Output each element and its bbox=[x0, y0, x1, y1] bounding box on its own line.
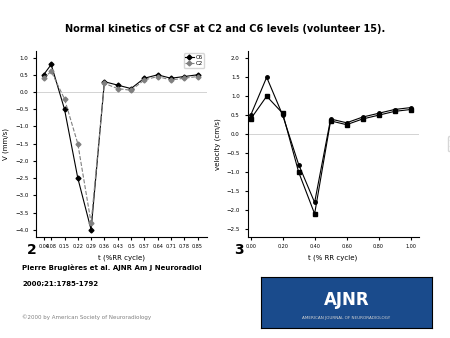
Text: AJNR: AJNR bbox=[324, 291, 369, 309]
C6 bbox=[115, 83, 121, 87]
C2 bbox=[168, 78, 174, 82]
C6 bbox=[62, 107, 67, 111]
C2 bbox=[115, 87, 121, 91]
Cyst bbox=[248, 117, 253, 121]
Cyst bbox=[312, 212, 317, 216]
C6 bbox=[75, 176, 81, 180]
C6 bbox=[49, 63, 54, 67]
Line: Cyst: Cyst bbox=[249, 95, 412, 216]
Cyst bbox=[328, 119, 333, 123]
C6 bbox=[155, 73, 160, 77]
C2 bbox=[181, 76, 187, 80]
C6 bbox=[41, 73, 46, 77]
C2 bbox=[75, 142, 81, 146]
PCSS bbox=[280, 113, 285, 117]
C2 bbox=[88, 221, 94, 225]
Y-axis label: velocity (cm/s): velocity (cm/s) bbox=[215, 118, 221, 170]
Cyst bbox=[392, 110, 397, 114]
C6 bbox=[128, 87, 134, 91]
C2 bbox=[128, 88, 134, 92]
C6 bbox=[142, 76, 147, 80]
Line: PCSS: PCSS bbox=[249, 75, 412, 204]
Line: C6: C6 bbox=[42, 63, 199, 232]
Text: 2000;21:1785-1792: 2000;21:1785-1792 bbox=[22, 281, 99, 287]
C6 bbox=[181, 74, 187, 78]
PCSS bbox=[360, 115, 365, 119]
Legend: C6, C2: C6, C2 bbox=[184, 53, 204, 68]
C2 bbox=[49, 69, 54, 73]
PCSS bbox=[408, 105, 413, 110]
C2 bbox=[195, 74, 200, 78]
C2 bbox=[102, 81, 107, 86]
PCSS bbox=[248, 113, 253, 117]
C2 bbox=[41, 76, 46, 80]
Text: 2: 2 bbox=[27, 243, 37, 257]
PCSS bbox=[392, 107, 397, 112]
Line: C2: C2 bbox=[42, 70, 199, 224]
Cyst bbox=[280, 111, 285, 115]
Cyst bbox=[376, 113, 381, 117]
C6 bbox=[88, 228, 94, 232]
Cyst bbox=[360, 117, 365, 121]
Cyst bbox=[296, 170, 302, 174]
Cyst bbox=[264, 94, 270, 98]
PCSS bbox=[376, 111, 381, 115]
PCSS bbox=[264, 75, 270, 79]
C6 bbox=[195, 73, 200, 77]
Cyst bbox=[408, 107, 413, 112]
Text: ©2000 by American Society of Neuroradiology: ©2000 by American Society of Neuroradiol… bbox=[22, 314, 152, 320]
Y-axis label: V (mm/s): V (mm/s) bbox=[3, 128, 9, 160]
C6 bbox=[102, 80, 107, 84]
X-axis label: t (% RR cycle): t (% RR cycle) bbox=[308, 255, 358, 261]
Cyst bbox=[344, 123, 349, 127]
PCSS bbox=[344, 121, 349, 125]
Text: Normal kinetics of CSF at C2 and C6 levels (volunteer 15).: Normal kinetics of CSF at C2 and C6 leve… bbox=[65, 24, 385, 34]
PCSS bbox=[328, 117, 333, 121]
C2 bbox=[142, 78, 147, 82]
Text: Pierre Brugières et al. AJNR Am J Neuroradiol: Pierre Brugières et al. AJNR Am J Neuror… bbox=[22, 264, 202, 271]
C6 bbox=[168, 76, 174, 80]
C2 bbox=[62, 97, 67, 101]
PCSS bbox=[312, 200, 317, 204]
Legend: PCSS, Cyst: PCSS, Cyst bbox=[448, 137, 450, 151]
Text: 3: 3 bbox=[234, 243, 243, 257]
PCSS bbox=[296, 163, 302, 167]
C2 bbox=[155, 74, 160, 78]
Text: AMERICAN JOURNAL OF NEURORADIOLOGY: AMERICAN JOURNAL OF NEURORADIOLOGY bbox=[302, 316, 391, 320]
X-axis label: t (%RR cycle): t (%RR cycle) bbox=[98, 255, 145, 261]
